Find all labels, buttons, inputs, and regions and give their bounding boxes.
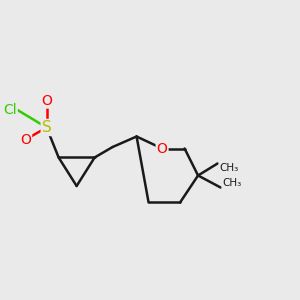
- Text: CH₃: CH₃: [222, 178, 241, 188]
- Text: O: O: [157, 142, 167, 155]
- Text: O: O: [20, 133, 31, 146]
- Text: Cl: Cl: [3, 103, 17, 116]
- Text: O: O: [41, 94, 52, 107]
- Text: S: S: [42, 120, 52, 135]
- Text: CH₃: CH₃: [219, 163, 238, 173]
